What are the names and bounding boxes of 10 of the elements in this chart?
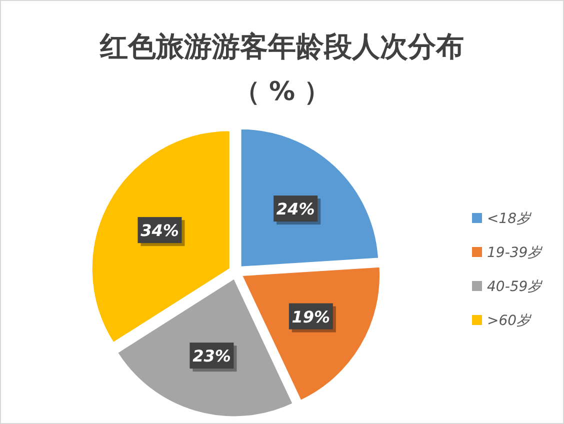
legend-label: 19-39岁 xyxy=(487,245,544,261)
data-label: 24% xyxy=(276,200,315,219)
legend-label: <18岁 xyxy=(487,211,533,227)
legend-label: >60岁 xyxy=(487,313,533,329)
data-label: 19% xyxy=(292,307,330,326)
legend-label: 40-59岁 xyxy=(487,279,544,295)
data-label: 23% xyxy=(192,346,231,366)
chart-title: 红色旅游游客年龄段人次分布 xyxy=(99,30,464,63)
chart-subtitle: （ % ） xyxy=(234,77,330,107)
data-label: 34% xyxy=(140,221,179,240)
